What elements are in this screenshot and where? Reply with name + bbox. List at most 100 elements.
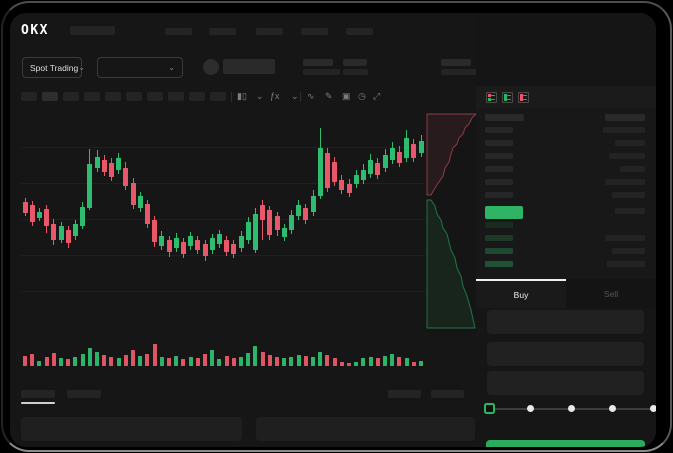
candle-body — [238, 236, 244, 248]
fullscreen-icon[interactable]: ⤢ — [373, 91, 381, 101]
candle-body — [418, 141, 424, 153]
total-input[interactable] — [487, 371, 644, 395]
candle-body — [72, 224, 78, 236]
candle-body — [173, 238, 179, 248]
book-header-amount — [605, 114, 645, 121]
candle-body — [303, 208, 309, 220]
candle-body — [317, 148, 323, 196]
bottom-action-placeholder[interactable] — [388, 390, 421, 398]
toolbar-separator — [300, 92, 301, 102]
candle-body — [267, 210, 273, 235]
candle-body — [332, 162, 338, 182]
market-type-dropdown[interactable]: Spot Trading ⌄ — [22, 57, 85, 78]
candle-body — [368, 160, 374, 174]
timeframe-button[interactable] — [189, 92, 205, 101]
candle-body — [245, 222, 251, 240]
ask-price-placeholder — [485, 166, 513, 172]
amount-input[interactable] — [487, 342, 644, 366]
volume-bar — [159, 357, 164, 366]
volume-bar — [116, 358, 121, 366]
ask-price-placeholder — [485, 127, 513, 133]
candle-body — [87, 164, 93, 208]
order-book — [476, 108, 656, 279]
timeframe-button[interactable] — [21, 92, 37, 101]
stat-label-placeholder — [303, 59, 333, 66]
nav-menu-item[interactable] — [301, 28, 328, 35]
tab-sell[interactable]: Sell — [566, 279, 656, 308]
candle-body — [310, 196, 316, 212]
bid-amount-placeholder — [607, 261, 645, 267]
volume-bar — [210, 350, 215, 366]
chart-gridline — [21, 255, 425, 256]
clock-icon[interactable]: ◷ — [358, 91, 366, 101]
ask-amount-placeholder — [605, 179, 645, 185]
bottom-tab[interactable] — [67, 390, 101, 398]
timeframe-button[interactable] — [126, 92, 142, 101]
volume-bar — [145, 354, 150, 366]
slider-stop-dot[interactable] — [567, 405, 575, 412]
nav-menu-item[interactable] — [209, 28, 236, 35]
candle-body — [144, 204, 150, 224]
bid-price-placeholder — [485, 235, 513, 241]
candle-body — [260, 205, 266, 220]
candle-body — [274, 216, 280, 230]
slider-handle[interactable] — [484, 403, 495, 414]
slider-stop-dot[interactable] — [608, 405, 616, 412]
bid-amount-placeholder — [605, 235, 645, 241]
camera-icon[interactable]: ▣ — [342, 91, 351, 101]
candle-body — [58, 226, 64, 240]
chevron-down-icon[interactable]: ⌄ — [256, 91, 264, 101]
candle-body — [116, 158, 122, 170]
timeframe-button[interactable] — [105, 92, 121, 101]
pair-search-dropdown[interactable]: ⌄ — [97, 57, 183, 78]
timeframe-button[interactable] — [42, 92, 58, 101]
book-view-asks-icon[interactable] — [518, 92, 529, 103]
candle-body — [375, 163, 381, 175]
timeframe-button[interactable] — [210, 92, 226, 101]
wave-line-icon[interactable]: ∿ — [307, 91, 315, 101]
depth-chart[interactable] — [425, 110, 478, 332]
ask-price-placeholder — [485, 153, 513, 159]
volume-bar — [152, 344, 157, 366]
bottom-tab[interactable] — [21, 390, 55, 398]
book-view-bids-icon[interactable] — [502, 92, 513, 103]
slider-stop-dot[interactable] — [526, 405, 534, 412]
candle-body — [180, 242, 186, 254]
volume-bar — [354, 362, 359, 366]
nav-search-placeholder[interactable] — [70, 26, 115, 35]
price-input[interactable] — [487, 310, 644, 334]
volume-bar — [59, 358, 63, 366]
volume-bar — [30, 354, 35, 366]
chevron-down-icon: ⌄ — [78, 62, 85, 72]
timeframe-button[interactable] — [147, 92, 163, 101]
slider-stop-dot[interactable] — [649, 405, 656, 412]
candle-body — [360, 170, 366, 180]
indicator-fx-icon[interactable]: ƒx — [270, 91, 280, 101]
market-type-label: Spot Trading — [30, 62, 79, 73]
candlestick-chart[interactable] — [21, 110, 425, 332]
candle-body — [224, 240, 230, 252]
timeframe-button[interactable] — [168, 92, 184, 101]
tab-buy[interactable]: Buy — [476, 279, 566, 308]
candle-body — [130, 183, 136, 205]
buy-submit-button[interactable] — [486, 440, 645, 447]
volume-bar — [289, 357, 294, 366]
volume-bar — [303, 356, 308, 366]
bid-price-placeholder — [485, 261, 513, 267]
nav-menu-item[interactable] — [256, 28, 283, 35]
ask-price-placeholder — [485, 140, 513, 146]
chevron-down-icon[interactable]: ⌄ — [291, 91, 299, 101]
timeframe-button[interactable] — [84, 92, 100, 101]
stat-value-placeholder — [343, 69, 368, 75]
candle-body — [339, 180, 345, 190]
book-view-both-icon[interactable] — [486, 92, 497, 103]
candle-style-icon[interactable]: ▮▯ — [237, 91, 247, 101]
nav-menu-item[interactable] — [165, 28, 192, 35]
draw-tools-icon[interactable]: ✎ — [325, 91, 333, 101]
volume-bar — [282, 358, 287, 366]
timeframe-button[interactable] — [63, 92, 79, 101]
bottom-action-placeholder[interactable] — [431, 390, 464, 398]
stat-value-placeholder — [441, 69, 478, 75]
candle-body — [252, 214, 258, 250]
nav-menu-item[interactable] — [346, 28, 373, 35]
